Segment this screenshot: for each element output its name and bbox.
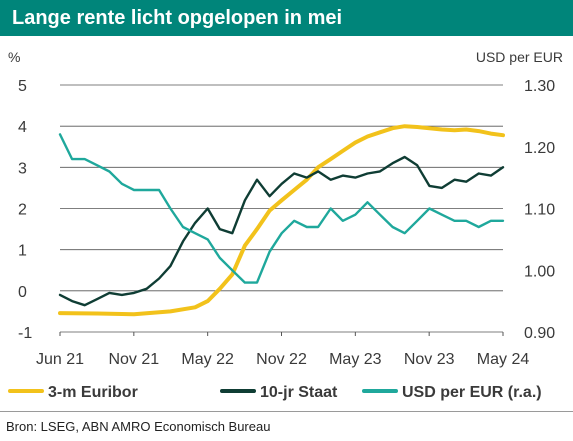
x-tick-label: May 24 <box>477 351 530 368</box>
legend: 3-m Euribor 10-jr Staat USD per EUR (r.a.) <box>8 384 542 401</box>
x-tick-label: May 22 <box>181 351 234 368</box>
y-left-tick-label: 3 <box>18 160 27 177</box>
y-left-unit-label: % <box>8 49 20 65</box>
x-tick-label: Nov 23 <box>404 351 455 368</box>
series-line-usd-per-eur-r-a <box>58 133 505 284</box>
axes: -1 0 1 2 3 4 5 0.90 1.00 1.10 1.20 1.30% USD per EUR… <box>8 49 563 368</box>
x-tick-label: Nov 21 <box>108 351 159 368</box>
y-right-tick-label: 1.20 <box>524 140 555 157</box>
x-tick-label: Nov 22 <box>256 351 307 368</box>
footer-rule <box>0 411 573 412</box>
y-left-tick-label: 4 <box>18 119 27 136</box>
y-left-tick-label: 0 <box>18 284 27 301</box>
source-note: Bron: LSEG, ABN AMRO Economisch Bureau <box>6 419 271 434</box>
x-tick-label: Jun 21 <box>36 351 84 368</box>
chart-title: Lange rente licht opgelopen in mei <box>0 0 573 36</box>
series-lines <box>58 124 505 317</box>
legend-label: USD per EUR (r.a.) <box>402 384 542 401</box>
y-right-tick-label: 1.00 <box>524 263 555 280</box>
legend-label: 10-jr Staat <box>260 384 338 401</box>
gridlines <box>59 84 504 336</box>
legend-label: 3-m Euribor <box>48 384 138 401</box>
y-left-tick-label: 1 <box>18 243 27 260</box>
y-right-tick-label: 1.30 <box>524 78 555 95</box>
chart-area: -1 0 1 2 3 4 5 0.90 1.00 1.10 1.20 1.30% USD per EUR… <box>8 49 563 401</box>
x-tick-label: May 23 <box>329 351 382 368</box>
y-right-unit-label: USD per EUR <box>476 49 563 65</box>
y-right-tick-label: 0.90 <box>524 325 555 342</box>
y-right-tick-label: 1.10 <box>524 202 555 219</box>
series-line-10-jr-staat <box>58 155 505 307</box>
y-left-tick-label: -1 <box>18 325 32 342</box>
y-left-tick-label: 2 <box>18 202 27 219</box>
series-line-3-m-euribor <box>58 124 505 317</box>
y-left-tick-label: 5 <box>18 78 27 95</box>
